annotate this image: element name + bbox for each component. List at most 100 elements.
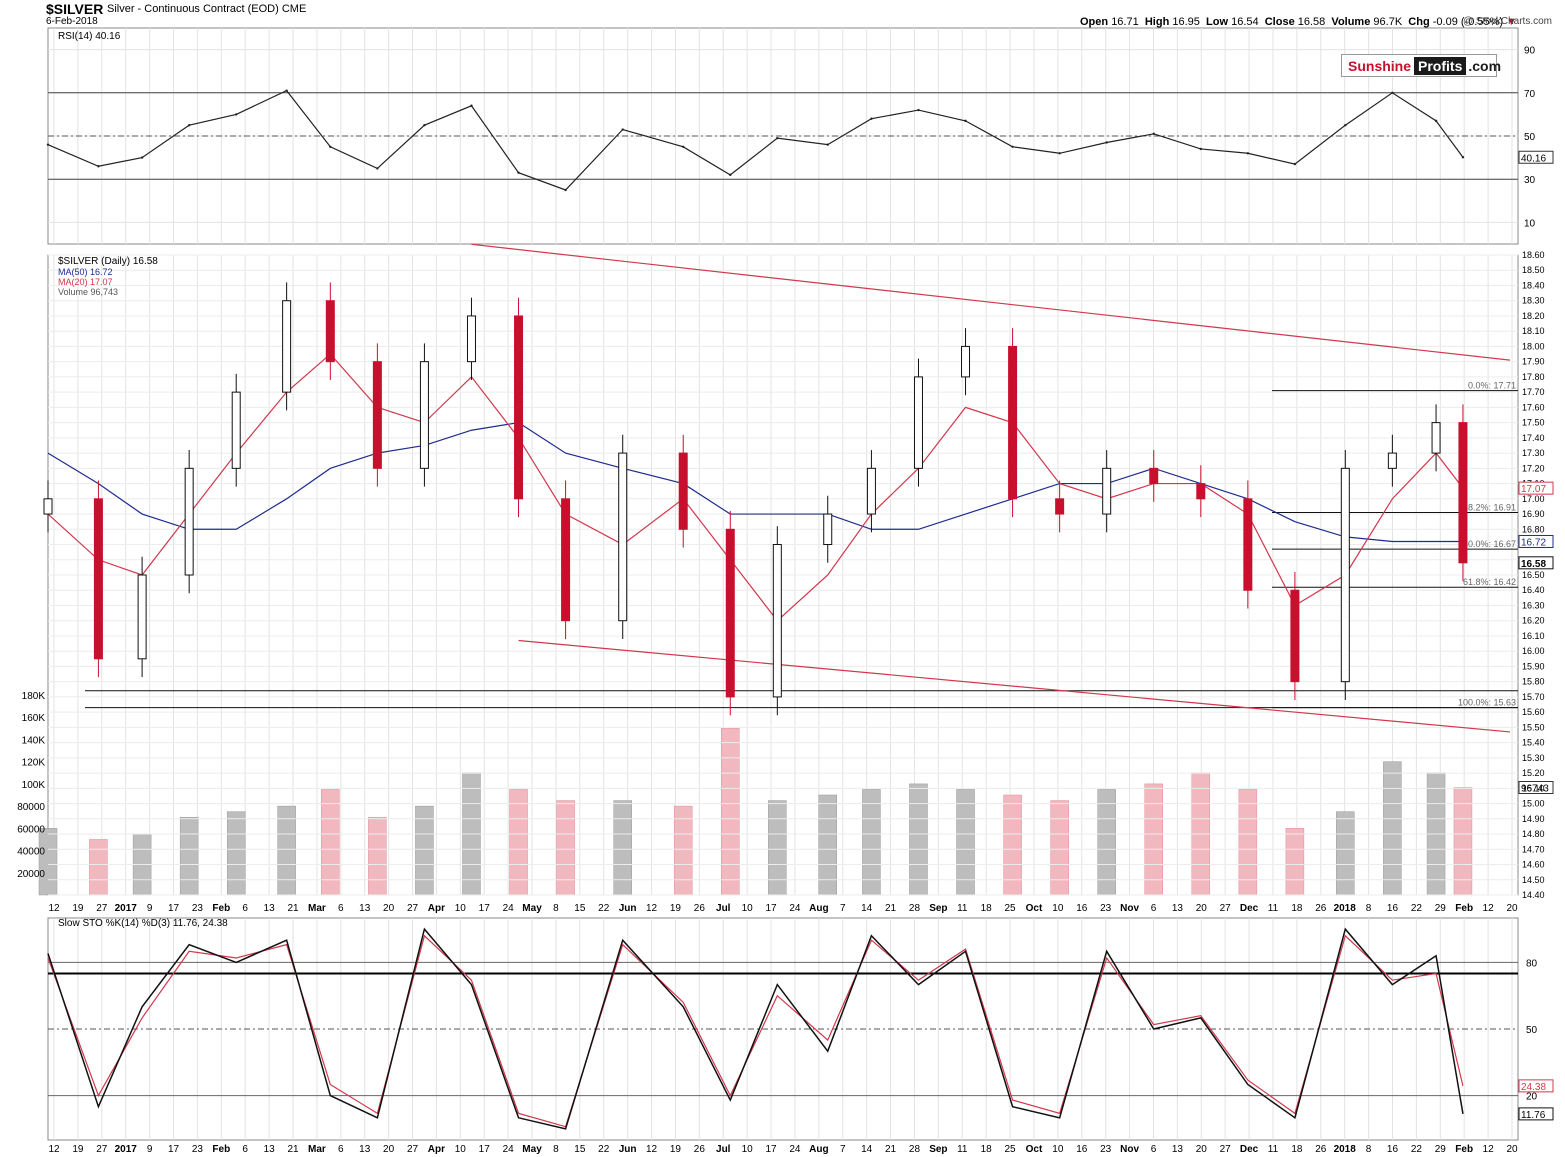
x-axis-tick-label-bottom: Dec xyxy=(1240,1144,1259,1155)
volume-bar xyxy=(556,800,575,896)
x-axis-tick-label: 18 xyxy=(1291,903,1303,914)
volume-bar xyxy=(909,783,928,896)
rsi-point xyxy=(329,145,332,148)
price-tick-label: 17.60 xyxy=(1522,402,1545,412)
price-tick-label: 18.50 xyxy=(1522,265,1545,275)
x-axis-tick-label-bottom: 27 xyxy=(407,1144,419,1155)
price-tick-label: 17.00 xyxy=(1522,494,1545,504)
volume-tick-label: 20000 xyxy=(17,869,45,880)
candle-body xyxy=(866,467,876,515)
x-axis-tick-label-bottom: 10 xyxy=(455,1144,467,1155)
x-axis-tick-label-bottom: Aug xyxy=(809,1144,828,1155)
volume-bar xyxy=(415,805,434,896)
stochastic-d-last-label: 24.38 xyxy=(1521,1082,1546,1093)
price-tick-label: 18.10 xyxy=(1522,326,1545,336)
price-tick-label: 18.40 xyxy=(1522,280,1545,290)
x-axis-tick-label-bottom: Jun xyxy=(619,1144,637,1155)
candle-body xyxy=(1431,422,1441,454)
price-legend-ma50: MA(50) 16.72 xyxy=(58,267,113,277)
candle-body xyxy=(823,513,833,546)
x-axis-tick-label-bottom: 24 xyxy=(503,1144,515,1155)
x-axis-tick-label: 11 xyxy=(1268,903,1279,914)
x-axis-tick-label-bottom: 27 xyxy=(96,1144,108,1155)
price-tick-label: 17.50 xyxy=(1522,418,1545,428)
volume-bar xyxy=(1383,761,1402,896)
chart-date: 6-Feb-2018 xyxy=(46,16,98,27)
x-axis-tick-label: 22 xyxy=(1411,903,1423,914)
x-axis-tick-label: 19 xyxy=(72,903,84,914)
x-axis-tick-label-bottom: 21 xyxy=(885,1144,897,1155)
x-axis-tick-label: 16 xyxy=(1387,903,1399,914)
volume-bar xyxy=(89,839,108,896)
x-axis-tick-label: Jun xyxy=(619,903,637,914)
fibonacci-label: 38.2%: 16.91 xyxy=(1463,503,1516,513)
candle-body xyxy=(913,376,923,469)
x-axis-tick-label-bottom: 13 xyxy=(264,1144,276,1155)
x-axis-tick-label: 15 xyxy=(574,903,586,914)
stochastic-k-last-box xyxy=(1518,1107,1554,1121)
candle-body xyxy=(618,452,628,622)
x-axis-tick-label-bottom: 20 xyxy=(1506,1144,1518,1155)
x-axis-tick-label: May xyxy=(522,903,542,914)
candle-body xyxy=(1149,467,1159,485)
x-axis-tick-label: 17 xyxy=(168,903,180,914)
candle-body xyxy=(961,345,971,378)
price-tick-label: 18.60 xyxy=(1522,250,1545,260)
x-axis-tick-label: Aug xyxy=(809,903,828,914)
x-axis-tick-label: 2018 xyxy=(1334,903,1357,914)
stochastic-k-last-label: 11.76 xyxy=(1521,1110,1546,1121)
volume-last-value-label: 96743 xyxy=(1521,784,1549,795)
x-axis-tick-label: 17 xyxy=(765,903,777,914)
price-tick-label: 14.60 xyxy=(1522,860,1545,870)
x-axis-tick-label-bottom: 6 xyxy=(1151,1144,1157,1155)
x-axis-tick-label-bottom: Oct xyxy=(1026,1144,1043,1155)
price-tick-label: 14.70 xyxy=(1522,844,1545,854)
x-axis-tick-label-bottom: 26 xyxy=(1315,1144,1327,1155)
stochastic-tick-label: 80 xyxy=(1526,958,1538,969)
price-tick-label: 16.20 xyxy=(1522,616,1545,626)
volume-bar xyxy=(38,828,58,896)
rsi-tick-label: 10 xyxy=(1524,218,1536,229)
symbol-description: Silver - Continuous Contract (EOD) CME xyxy=(107,3,307,15)
price-tick-label: 16.30 xyxy=(1522,600,1545,610)
x-axis-tick-label-bottom: 19 xyxy=(670,1144,682,1155)
candle-body xyxy=(466,315,476,363)
stochastic-d-line xyxy=(47,934,1464,1128)
rsi-point xyxy=(285,89,288,92)
x-axis-tick-label-bottom: 18 xyxy=(981,1144,993,1155)
candle-body xyxy=(184,467,194,576)
x-axis-tick-label: 17 xyxy=(479,903,491,914)
x-axis-tick-label-bottom: 12 xyxy=(1483,1144,1495,1155)
volume-bar xyxy=(768,800,787,896)
rsi-point xyxy=(517,171,520,174)
candle-body xyxy=(419,361,429,469)
rsi-last-value-label: 40.16 xyxy=(1521,153,1546,164)
x-axis-tick-label-bottom: 26 xyxy=(694,1144,706,1155)
x-axis-tick-label-bottom: Mar xyxy=(308,1144,326,1155)
price-tick-label: 18.20 xyxy=(1522,311,1545,321)
x-axis-tick-label-bottom: 16 xyxy=(1076,1144,1088,1155)
x-axis-tick-label-bottom: 24 xyxy=(789,1144,801,1155)
rsi-point xyxy=(1199,147,1202,151)
x-axis-tick-label-bottom: 12 xyxy=(48,1144,60,1155)
volume-bar xyxy=(179,816,199,896)
rsi-last-value-box xyxy=(1518,150,1554,164)
x-axis-tick-label-bottom: 23 xyxy=(1100,1144,1112,1155)
x-axis-tick-label: 24 xyxy=(789,903,801,914)
x-axis-tick-label: 27 xyxy=(1220,903,1232,914)
x-axis-tick-label-bottom: Jul xyxy=(716,1144,731,1155)
ma50-last-value-box xyxy=(1518,534,1554,548)
rsi-point xyxy=(187,124,191,127)
x-axis-tick-label-bottom: Feb xyxy=(212,1144,230,1155)
x-axis-tick-label: 16 xyxy=(1076,903,1088,914)
candle-body xyxy=(772,544,782,698)
candle-body xyxy=(325,300,335,363)
price-tick-label: 14.90 xyxy=(1522,814,1545,824)
x-axis-tick-label-bottom: 22 xyxy=(1411,1144,1423,1155)
price-tick-label: 15.00 xyxy=(1522,799,1545,809)
volume-bar xyxy=(1285,828,1305,896)
price-tick-label: 17.90 xyxy=(1522,357,1545,367)
fibonacci-label: 50.0%: 16.67 xyxy=(1463,539,1516,549)
candle-body xyxy=(1102,467,1112,515)
fibonacci-label: 100.0%: 15.63 xyxy=(1458,698,1516,708)
